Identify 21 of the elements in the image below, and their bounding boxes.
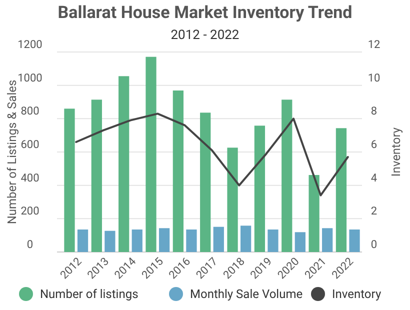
legend-label: Inventory bbox=[332, 287, 382, 301]
y-tick-label: 400 bbox=[20, 171, 40, 184]
y-axis-title: Number of Listings & Sales bbox=[5, 80, 19, 224]
y2-tick-label: 2 bbox=[370, 204, 378, 218]
y2-tick-label: 8 bbox=[370, 104, 378, 118]
chart-title: Ballarat House Market Inventory Trend bbox=[58, 3, 352, 23]
y-tick-label: 1000 bbox=[18, 71, 42, 84]
y2-tick-label: 0 bbox=[370, 238, 378, 251]
legend-label: Number of listings bbox=[40, 287, 138, 301]
y-tick-label: 0 bbox=[26, 238, 34, 251]
y2-tick-label: 6 bbox=[370, 138, 378, 151]
y-tick-label: 800 bbox=[20, 104, 40, 118]
y2-axis-title: Inventory bbox=[389, 127, 403, 177]
y2-tick-label: 10 bbox=[368, 71, 380, 84]
y-tick-label: 1200 bbox=[18, 38, 42, 51]
legend-label: Monthly Sale Volume bbox=[190, 287, 303, 301]
y2-tick-label: 12 bbox=[368, 38, 380, 51]
y-tick-label: 200 bbox=[20, 204, 40, 218]
chart-subtitle: 2012 - 2022 bbox=[170, 28, 240, 43]
y-tick-label: 600 bbox=[20, 138, 40, 151]
y2-tick-label: 4 bbox=[370, 171, 378, 184]
